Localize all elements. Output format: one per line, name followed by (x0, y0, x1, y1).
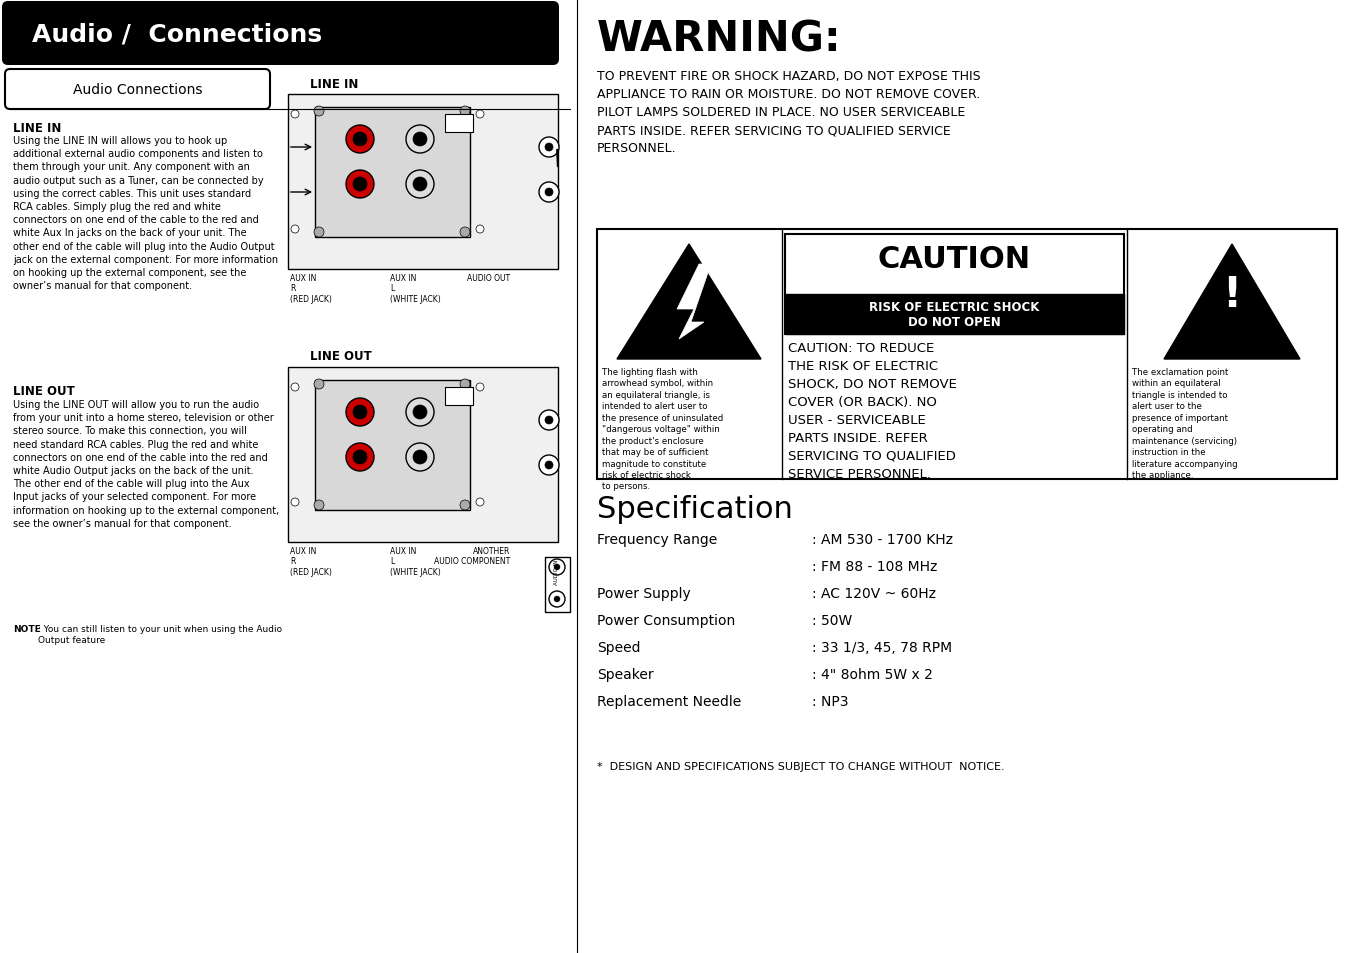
Text: The exclamation point
within an equilateral
triangle is intended to
alert user t: The exclamation point within an equilate… (1132, 368, 1238, 479)
Circle shape (476, 111, 484, 119)
Circle shape (476, 226, 484, 233)
Circle shape (290, 498, 299, 506)
Polygon shape (1165, 245, 1300, 359)
Text: *  DESIGN AND SPECIFICATIONS SUBJECT TO CHANGE WITHOUT  NOTICE.: * DESIGN AND SPECIFICATIONS SUBJECT TO C… (597, 761, 1005, 771)
Text: Speed: Speed (597, 640, 640, 655)
Circle shape (313, 379, 324, 390)
Circle shape (413, 132, 427, 147)
Circle shape (290, 111, 299, 119)
Text: AUX IN
L
(WHITE JACK): AUX IN L (WHITE JACK) (390, 546, 440, 577)
Circle shape (353, 451, 367, 464)
Text: LINE IN: LINE IN (14, 122, 61, 135)
Text: !: ! (1223, 274, 1242, 315)
Text: : You can still listen to your unit when using the Audio
Output feature: : You can still listen to your unit when… (38, 624, 282, 644)
Text: AUX IN
R
(RED JACK): AUX IN R (RED JACK) (290, 274, 332, 303)
Bar (597, 230, 1337, 479)
Circle shape (554, 564, 561, 571)
Circle shape (413, 406, 427, 419)
Text: : NP3: : NP3 (812, 695, 848, 708)
Bar (544, 558, 570, 613)
Bar (785, 294, 1124, 335)
Text: : FM 88 - 108 MHz: : FM 88 - 108 MHz (812, 559, 938, 574)
Text: WARNING:: WARNING: (597, 18, 842, 60)
Text: Audio Connections: Audio Connections (73, 83, 203, 97)
Circle shape (459, 500, 470, 511)
Circle shape (544, 144, 553, 152)
Circle shape (549, 592, 565, 607)
Text: CAUTION: TO REDUCE
THE RISK OF ELECTRIC
SHOCK, DO NOT REMOVE
COVER (OR BACK). NO: CAUTION: TO REDUCE THE RISK OF ELECTRIC … (788, 341, 957, 480)
Text: LINE OUT: LINE OUT (309, 350, 372, 363)
Circle shape (346, 171, 374, 199)
Circle shape (407, 443, 434, 472)
Text: : AC 120V ~ 60Hz: : AC 120V ~ 60Hz (812, 586, 936, 600)
Circle shape (313, 107, 324, 117)
Text: LINE OUT: LINE OUT (14, 385, 74, 397)
Circle shape (407, 126, 434, 153)
Circle shape (353, 132, 367, 147)
Text: Power Supply: Power Supply (597, 586, 690, 600)
Text: ANOTHER
AUDIO COMPONENT: ANOTHER AUDIO COMPONENT (434, 546, 509, 566)
Circle shape (544, 189, 553, 196)
Text: : AM 530 - 1700 KHz: : AM 530 - 1700 KHz (812, 533, 952, 546)
Text: RISK OF ELECTRIC SHOCK
DO NOT OPEN: RISK OF ELECTRIC SHOCK DO NOT OPEN (869, 301, 1040, 329)
Circle shape (544, 461, 553, 470)
Polygon shape (617, 245, 761, 359)
Text: Power Consumption: Power Consumption (597, 614, 735, 627)
Text: Using the LINE OUT will allow you to run the audio
from your unit into a home st: Using the LINE OUT will allow you to run… (14, 399, 280, 528)
Text: Replacement Needle: Replacement Needle (597, 695, 742, 708)
Circle shape (539, 456, 559, 476)
Text: AUX IN
R
(RED JACK): AUX IN R (RED JACK) (290, 546, 332, 577)
Text: Using the LINE IN will allows you to hook up
additional external audio component: Using the LINE IN will allows you to hoo… (14, 136, 278, 291)
Bar (444, 115, 473, 132)
Text: Speaker: Speaker (597, 667, 654, 681)
Text: The lighting flash with
arrowhead symbol, within
an equilateral triangle, is
int: The lighting flash with arrowhead symbol… (603, 368, 723, 491)
Text: AUDIO IN: AUDIO IN (554, 559, 559, 585)
Polygon shape (677, 265, 711, 339)
Circle shape (346, 126, 374, 153)
Circle shape (476, 384, 484, 392)
Text: Frequency Range: Frequency Range (597, 533, 717, 546)
Circle shape (459, 228, 470, 237)
Circle shape (539, 138, 559, 158)
Bar (315, 108, 470, 237)
Circle shape (313, 500, 324, 511)
Text: AUX IN
L
(WHITE JACK): AUX IN L (WHITE JACK) (390, 274, 440, 303)
Circle shape (413, 451, 427, 464)
Circle shape (554, 597, 561, 602)
Circle shape (290, 384, 299, 392)
Circle shape (539, 411, 559, 431)
FancyBboxPatch shape (5, 70, 270, 110)
Circle shape (353, 178, 367, 192)
Text: CAUTION: CAUTION (878, 245, 1031, 274)
Bar (288, 95, 558, 270)
Circle shape (290, 226, 299, 233)
Bar (785, 234, 1124, 335)
Text: LINE IN: LINE IN (309, 78, 358, 91)
Circle shape (313, 228, 324, 237)
Bar (315, 380, 470, 511)
Circle shape (346, 443, 374, 472)
Circle shape (346, 398, 374, 427)
Circle shape (407, 398, 434, 427)
Circle shape (459, 379, 470, 390)
Circle shape (353, 406, 367, 419)
Bar (288, 368, 558, 542)
Text: : 4" 8ohm 5W x 2: : 4" 8ohm 5W x 2 (812, 667, 934, 681)
Circle shape (476, 498, 484, 506)
Text: NOTE: NOTE (14, 624, 41, 634)
Circle shape (544, 416, 553, 424)
Text: : 50W: : 50W (812, 614, 852, 627)
Circle shape (459, 107, 470, 117)
Text: TO PREVENT FIRE OR SHOCK HAZARD, DO NOT EXPOSE THIS
APPLIANCE TO RAIN OR MOISTUR: TO PREVENT FIRE OR SHOCK HAZARD, DO NOT … (597, 70, 981, 154)
FancyBboxPatch shape (1, 2, 559, 66)
Circle shape (549, 559, 565, 576)
Circle shape (407, 171, 434, 199)
Text: Specification: Specification (597, 495, 793, 523)
Bar (444, 388, 473, 406)
Circle shape (413, 178, 427, 192)
Circle shape (539, 183, 559, 203)
Text: AUDIO OUT: AUDIO OUT (467, 274, 509, 283)
Text: : 33 1/3, 45, 78 RPM: : 33 1/3, 45, 78 RPM (812, 640, 952, 655)
Text: Audio /  Connections: Audio / Connections (32, 22, 322, 46)
